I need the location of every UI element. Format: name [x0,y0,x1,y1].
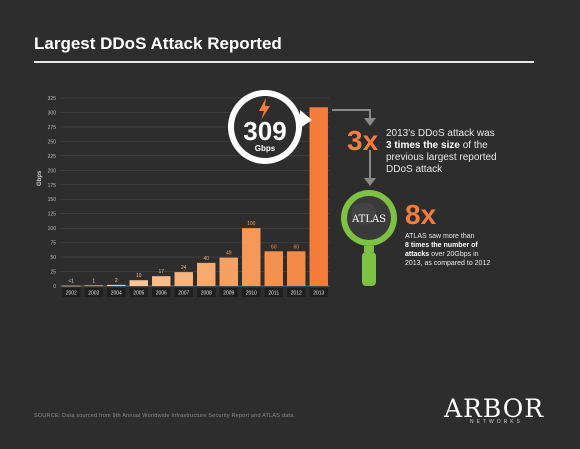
bar-2009 [219,257,238,286]
atlas-logo: ATLAS [351,214,386,225]
x-tick-bg [264,288,283,297]
magnifier-icon: ATLAS [341,190,397,286]
bar-2007 [174,272,193,286]
y-tick-label: 225 [48,154,57,160]
y-tick-label: 75 [50,241,56,247]
x-tick-bg [174,288,193,297]
x-tick-bg [197,288,216,297]
x-tick-label: 2012 [291,291,302,297]
connector-arrows [332,109,371,178]
y-tick-label: 150 [48,197,57,203]
y-tick-label: 200 [48,168,57,174]
y-tick-label: 100 [48,226,57,232]
page-title: Largest DDoS Attack Reported [34,34,282,53]
x-tick-label: 2013 [313,291,324,297]
y-tick-label: 250 [48,139,57,145]
data-label: 24 [181,265,187,271]
arrow-down-icon [364,178,376,186]
title-divider [34,61,534,63]
ratio-8x: 8x [405,199,437,230]
x-tick-bg [309,288,328,297]
data-label: 17 [158,269,164,275]
y-tick-label: 325 [48,96,57,102]
ratio-8x-note: ATLAS saw more than 8 times the number o… [405,233,491,267]
x-tick-bg [242,288,261,297]
callout-unit: Gbps [255,144,276,153]
data-label: <1 [68,279,74,285]
bar-2010 [242,228,261,286]
x-tick-bg [107,288,126,297]
x-tick-bg [129,288,148,297]
bar-2004 [107,284,126,286]
callout-value: 309 [243,116,286,146]
data-label: 60 [293,244,299,250]
x-tick-labels: 2002 2003 2004 2005 2006 2007 2008 2009 2010 2011… [62,288,328,297]
bar-2013 [309,107,328,286]
data-labels: <1 1 2 10 17 24 40 49 100 60 60 [68,221,299,285]
bar-2006 [152,276,171,286]
x-tick-bg [84,288,103,297]
x-tick-label: 2003 [88,291,99,297]
y-tick-label: 275 [48,125,57,131]
bar-2012 [287,251,306,286]
y-tick-label: 175 [48,183,57,189]
x-tick-label: 2011 [268,291,279,297]
bar-2003 [84,285,103,287]
arrow-down-icon [364,118,376,126]
x-tick-label: 2005 [133,291,144,297]
x-tick-label: 2007 [178,291,189,297]
x-tick-bg [219,288,238,297]
x-tick-label: 2008 [201,291,212,297]
data-label: 40 [203,256,209,262]
bar-2011 [264,251,283,286]
data-label: 100 [247,221,256,227]
x-tick-label: 2010 [246,291,257,297]
arbor-logo-sub: NETWORKS [470,419,523,425]
ratio-3x-note: 2013's DDoS attack was 3 times the size … [386,128,497,175]
data-label: 10 [136,273,142,279]
y-tick-label: 25 [50,270,56,276]
data-label: 2 [115,278,118,284]
x-tick-bg [62,288,81,297]
callout-bubble: 309 Gbps [228,90,312,164]
chart-bars [62,107,328,287]
arbor-logo: ARBOR [444,394,545,423]
y-tick-label: 50 [50,255,56,261]
x-tick-label: 2009 [223,291,234,297]
lightning-icon [259,98,270,120]
x-tick-label: 2004 [111,291,122,297]
ratio-3x: 3x [347,125,379,156]
y-tick-label: 0 [53,284,56,290]
data-label: 60 [271,244,277,250]
data-label: 49 [226,251,232,257]
y-tick-labels: 0 25 50 75 100 125 150 175 200 225 250 275 300 325 [48,96,57,290]
data-label: 1 [92,278,95,284]
x-tick-label: 2002 [66,291,77,297]
bar-2002 [62,285,81,287]
x-tick-bg [287,288,306,297]
y-tick-label: 125 [48,212,57,218]
y-tick-label: 300 [48,110,57,116]
x-tick-label: 2006 [156,291,167,297]
bar-2005 [129,280,148,286]
source-note: SOURCE: Data sourced from 9th Annual Wor… [34,413,296,419]
bar-2008 [197,262,216,286]
x-tick-bg [152,288,171,297]
